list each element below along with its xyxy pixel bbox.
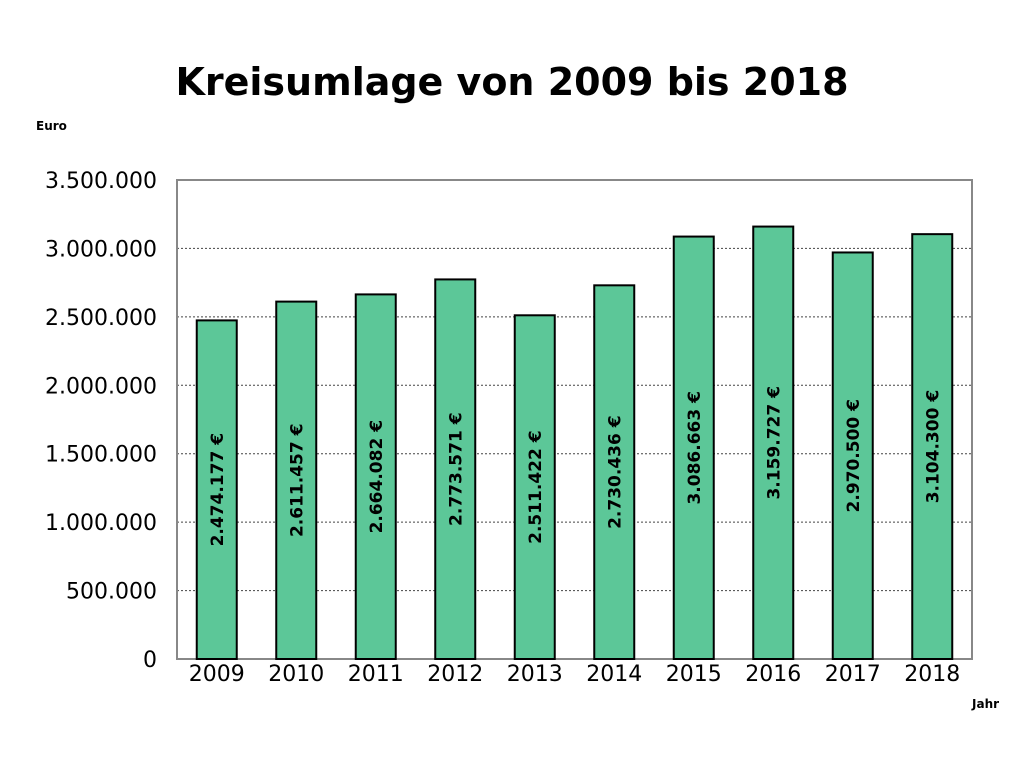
bar-value-label: 2.474.177 € bbox=[208, 433, 228, 546]
bar-value-label: 3.104.300 € bbox=[923, 390, 943, 503]
x-tick-label: 2015 bbox=[666, 662, 722, 687]
chart-title: Kreisumlage von 2009 bis 2018 bbox=[175, 60, 848, 104]
bar-2016 bbox=[752, 225, 795, 660]
x-tick-label: 2011 bbox=[348, 662, 404, 687]
bar-value-label: 2.511.422 € bbox=[526, 430, 546, 543]
y-tick-label: 500.000 bbox=[66, 580, 157, 605]
x-tick-label: 2016 bbox=[745, 662, 801, 687]
plot-frame bbox=[176, 179, 973, 660]
bar-value-label: 3.159.727 € bbox=[764, 386, 784, 499]
bar-2014 bbox=[593, 284, 636, 660]
bar-2018 bbox=[911, 233, 954, 661]
bar-value-label: 2.773.571 € bbox=[446, 412, 466, 525]
bar-value-label: 3.086.663 € bbox=[685, 391, 705, 504]
y-tick-label: 3.000.000 bbox=[45, 237, 157, 262]
y-tick-label: 3.500.000 bbox=[45, 169, 157, 194]
y-tick-label: 0 bbox=[143, 648, 157, 673]
x-tick-label: 2017 bbox=[825, 662, 881, 687]
bar-value-label: 2.664.082 € bbox=[367, 420, 387, 533]
bars: 2.474.177 € 2.611.457 € 2.664.082 € 2.773.5… bbox=[195, 225, 954, 661]
y-axis-unit-label: Euro bbox=[36, 119, 67, 133]
bar-value-label: 2.970.500 € bbox=[844, 399, 864, 512]
y-tick-label: 1.000.000 bbox=[45, 511, 157, 536]
x-axis-ticks: 2009 2010 2011 2012 2013 2014 2015 2016 2017 2018 bbox=[189, 662, 961, 687]
y-tick-label: 1.500.000 bbox=[45, 443, 157, 468]
x-tick-label: 2014 bbox=[586, 662, 642, 687]
x-tick-label: 2018 bbox=[904, 662, 960, 687]
bar-2013 bbox=[513, 314, 556, 660]
x-tick-label: 2010 bbox=[268, 662, 324, 687]
y-tick-label: 2.000.000 bbox=[45, 374, 157, 399]
x-axis-label: Jahr bbox=[971, 697, 999, 711]
bar-2009 bbox=[195, 319, 238, 660]
y-tick-label: 2.500.000 bbox=[45, 306, 157, 331]
x-tick-label: 2012 bbox=[427, 662, 483, 687]
x-tick-label: 2013 bbox=[507, 662, 563, 687]
y-axis-ticks: 0 500.000 1.000.000 1.500.000 2.000.000 2.500… bbox=[45, 169, 157, 673]
bar-value-label: 2.611.457 € bbox=[287, 424, 307, 537]
bar-2011 bbox=[354, 293, 397, 660]
x-tick-label: 2009 bbox=[189, 662, 245, 687]
bar-2012 bbox=[434, 278, 477, 660]
bar-value-label: 2.730.436 € bbox=[605, 415, 625, 528]
bar-2010 bbox=[275, 300, 318, 660]
bar-2017 bbox=[831, 251, 874, 660]
bar-2015 bbox=[672, 235, 715, 660]
